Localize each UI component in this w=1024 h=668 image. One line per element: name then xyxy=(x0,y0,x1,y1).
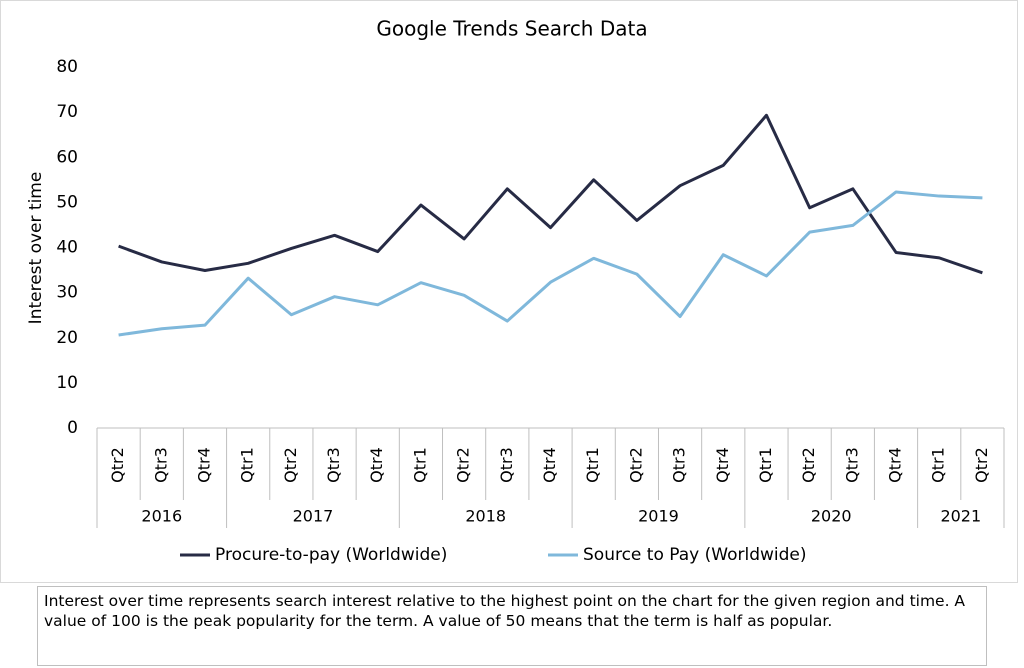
y-tick-label: 80 xyxy=(56,57,78,77)
x-tick-label: Qtr1 xyxy=(410,447,429,483)
x-tick-label: Qtr1 xyxy=(583,447,602,483)
chart: Google Trends Search Data Interest over … xyxy=(0,0,1018,583)
chart-border xyxy=(0,0,1018,583)
x-tick-label: Qtr4 xyxy=(713,447,732,483)
legend-label: Procure-to-pay (Worldwide) xyxy=(215,545,447,565)
series-line xyxy=(118,113,983,275)
x-tick-label: Qtr4 xyxy=(367,447,386,483)
group-label: 2020 xyxy=(811,507,852,526)
x-tick-label: Qtr4 xyxy=(194,447,213,483)
x-tick-label: Qtr2 xyxy=(799,447,818,483)
x-tick-label: Qtr2 xyxy=(281,447,300,483)
y-tick-label: 20 xyxy=(56,328,78,348)
group-label: 2021 xyxy=(940,507,981,526)
x-tick-label: Qtr2 xyxy=(454,447,473,483)
x-tick-label: Qtr1 xyxy=(756,447,775,483)
x-tick-label: Qtr2 xyxy=(626,447,645,483)
y-tick-label: 10 xyxy=(56,373,78,393)
x-tick-label: Qtr3 xyxy=(842,447,861,483)
x-tick-label: Qtr3 xyxy=(151,447,170,483)
y-tick-label: 0 xyxy=(67,418,78,438)
x-tick-label: Qtr1 xyxy=(238,447,257,483)
y-tick-label: 30 xyxy=(56,283,78,303)
y-tick-label: 60 xyxy=(56,147,78,167)
x-tick-label: Qtr4 xyxy=(540,447,559,483)
x-tick-label: Qtr4 xyxy=(886,447,905,483)
legend-label: Source to Pay (Worldwide) xyxy=(583,545,807,565)
y-tick-label: 70 xyxy=(56,102,78,122)
chart-title: Google Trends Search Data xyxy=(376,17,647,41)
group-label: 2017 xyxy=(293,507,334,526)
y-axis-label: Interest over time xyxy=(26,172,46,325)
x-tick-label: Qtr1 xyxy=(929,447,948,483)
x-tick-label: Qtr2 xyxy=(972,447,991,483)
x-tick-label: Qtr2 xyxy=(108,447,127,483)
x-tick-label: Qtr3 xyxy=(670,447,689,483)
y-tick-label: 50 xyxy=(56,192,78,212)
x-tick-label: Qtr3 xyxy=(324,447,343,483)
group-label: 2018 xyxy=(465,507,506,526)
group-label: 2019 xyxy=(638,507,679,526)
x-tick-label: Qtr3 xyxy=(497,447,516,483)
note: Interest over time represents search int… xyxy=(37,586,987,666)
y-tick-label: 40 xyxy=(56,238,78,258)
group-label: 2016 xyxy=(141,507,182,526)
series-line xyxy=(118,190,983,337)
